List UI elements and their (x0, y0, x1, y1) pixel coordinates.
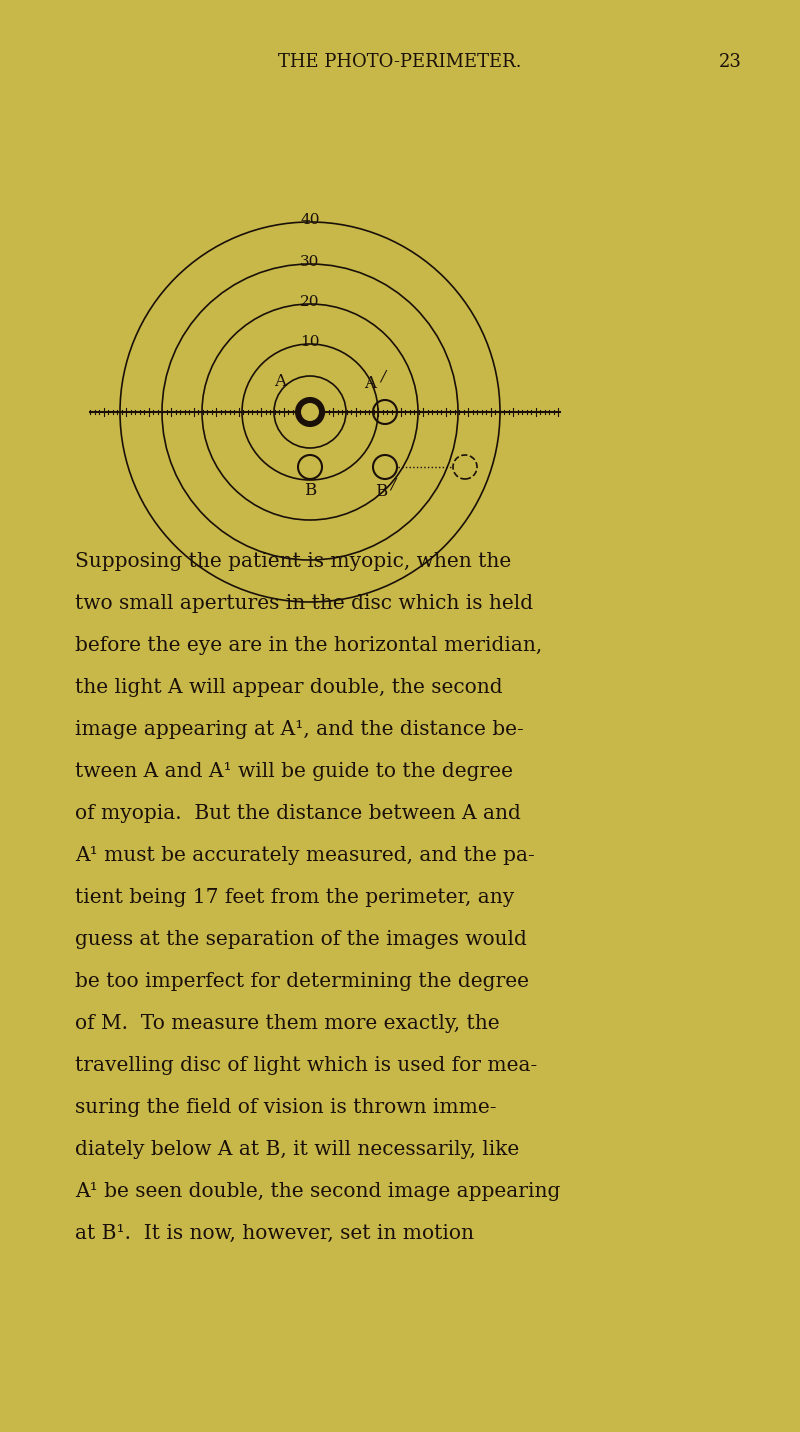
Text: /: / (390, 477, 395, 491)
Text: tient being 17 feet from the perimeter, any: tient being 17 feet from the perimeter, … (75, 888, 514, 906)
Text: B: B (304, 483, 316, 498)
Text: 30: 30 (300, 255, 320, 269)
Text: 23: 23 (718, 53, 742, 72)
Text: /: / (381, 369, 386, 384)
Text: 10: 10 (300, 335, 320, 349)
Text: guess at the separation of the images would: guess at the separation of the images wo… (75, 929, 527, 949)
Text: before the eye are in the horizontal meridian,: before the eye are in the horizontal mer… (75, 636, 542, 654)
Text: 40: 40 (300, 213, 320, 228)
Text: travelling disc of light which is used for mea-: travelling disc of light which is used f… (75, 1055, 538, 1075)
Text: A: A (274, 372, 286, 390)
Text: A: A (364, 375, 376, 392)
Text: suring the field of vision is thrown imme-: suring the field of vision is thrown imm… (75, 1098, 497, 1117)
Text: 20: 20 (300, 295, 320, 309)
Text: at B¹.  It is now, however, set in motion: at B¹. It is now, however, set in motion (75, 1224, 474, 1243)
Text: two small apertures in the disc which is held: two small apertures in the disc which is… (75, 594, 533, 613)
Text: tween A and A¹ will be guide to the degree: tween A and A¹ will be guide to the degr… (75, 762, 513, 780)
Text: image appearing at A¹, and the distance be-: image appearing at A¹, and the distance … (75, 720, 524, 739)
Text: of myopia.  But the distance between A and: of myopia. But the distance between A an… (75, 803, 521, 823)
Text: diately below A at B, it will necessarily, like: diately below A at B, it will necessaril… (75, 1140, 519, 1158)
Text: the light A will appear double, the second: the light A will appear double, the seco… (75, 677, 502, 697)
Text: Supposing the patient is myopic, when the: Supposing the patient is myopic, when th… (75, 551, 511, 571)
Text: B: B (375, 483, 387, 500)
Circle shape (296, 398, 324, 425)
Text: be too imperfect for determining the degree: be too imperfect for determining the deg… (75, 972, 529, 991)
Text: THE PHOTO-PERIMETER.: THE PHOTO-PERIMETER. (278, 53, 522, 72)
Circle shape (301, 402, 319, 421)
Text: of M.  To measure them more exactly, the: of M. To measure them more exactly, the (75, 1014, 500, 1032)
Text: A¹ be seen double, the second image appearing: A¹ be seen double, the second image appe… (75, 1181, 560, 1201)
Text: A¹ must be accurately measured, and the pa-: A¹ must be accurately measured, and the … (75, 846, 534, 865)
